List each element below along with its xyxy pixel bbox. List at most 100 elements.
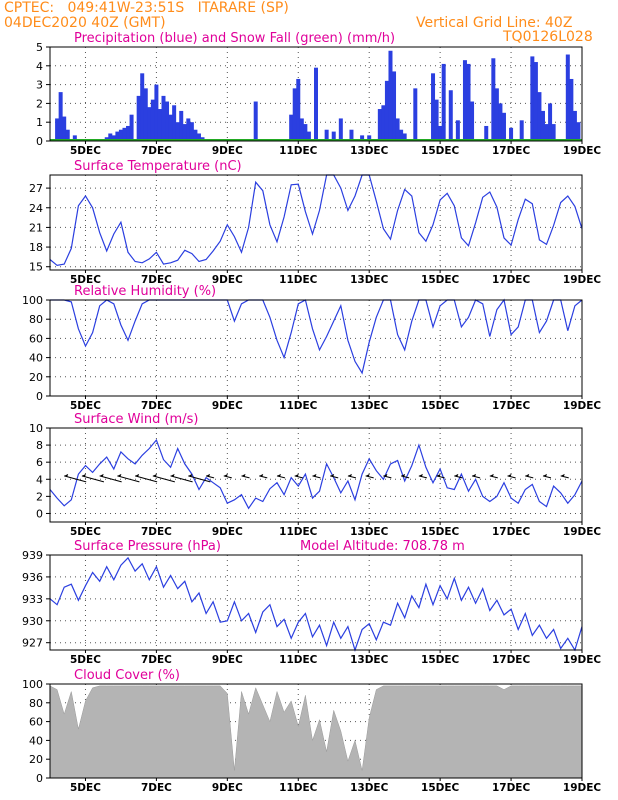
wind-arrow-head xyxy=(259,473,264,477)
y-tick-label: 80 xyxy=(29,697,43,710)
precip-bar xyxy=(438,125,443,141)
y-tick-label: 939 xyxy=(22,549,43,562)
precip-bar xyxy=(157,109,162,141)
x-tick-label: 17DEC xyxy=(492,782,531,794)
precip-bar xyxy=(384,80,389,141)
y-tick-label: 24 xyxy=(29,202,43,215)
x-tick-label: 13DEC xyxy=(350,526,389,538)
precip-bar xyxy=(299,118,304,141)
precip-bar xyxy=(140,73,145,141)
precip-bar xyxy=(182,124,187,141)
x-tick-label: 5DEC xyxy=(70,526,101,538)
y-tick-label: 100 xyxy=(22,678,43,691)
y-tick-label: 15 xyxy=(29,261,43,274)
y-tick-label: 4 xyxy=(36,60,43,73)
panel-2: Relative Humidity (%) 0 20 40 60 80 100 5DEC 7DE… xyxy=(22,284,601,412)
precip-bar xyxy=(189,122,194,141)
precip-bar xyxy=(186,118,191,141)
wind-arrow-head xyxy=(152,473,157,477)
precip-bar xyxy=(392,71,397,141)
wind-arrow-head xyxy=(117,473,122,477)
x-tick-label: 19DEC xyxy=(563,782,602,794)
precip-bar xyxy=(126,125,131,141)
wind-arrow-head xyxy=(276,473,281,477)
precip-bar xyxy=(551,124,556,141)
x-tick-label: 11DEC xyxy=(279,145,318,157)
precip-bar xyxy=(193,129,198,141)
x-tick-label: 19DEC xyxy=(563,274,602,286)
precip-bar xyxy=(441,63,446,141)
precip-bar xyxy=(168,114,173,141)
panel-1: Surface Temperature (nC) 15 18 21 24 27 5DEC 7D… xyxy=(29,159,601,286)
wind-arrow-head xyxy=(489,473,494,477)
x-tick-label: 17DEC xyxy=(492,274,531,286)
precip-bar xyxy=(431,73,436,141)
wind-arrow-head xyxy=(418,473,423,477)
wind-arrow xyxy=(117,475,140,483)
y-tick-label: 3 xyxy=(36,79,43,92)
precip-bar xyxy=(377,109,382,141)
x-tick-label: 13DEC xyxy=(350,654,389,666)
precip-bar xyxy=(494,88,499,141)
x-tick-label: 17DEC xyxy=(492,145,531,157)
y-tick-label: 18 xyxy=(29,241,43,254)
y-tick-label: 40 xyxy=(29,352,43,365)
precip-bar xyxy=(196,133,201,141)
x-tick-label: 11DEC xyxy=(279,400,318,412)
precip-bar xyxy=(565,54,570,141)
header-date: 04DEC2020 40Z (GMT) xyxy=(4,15,166,31)
precip-bar xyxy=(470,101,475,141)
precip-bar xyxy=(58,92,63,141)
y-tick-label: 100 xyxy=(22,294,43,307)
x-tick-label: 11DEC xyxy=(279,782,318,794)
y-tick-label: 80 xyxy=(29,313,43,326)
x-tick-label: 7DEC xyxy=(141,274,172,286)
x-tick-label: 5DEC xyxy=(70,400,101,412)
precip-bar xyxy=(395,118,400,141)
x-tick-label: 7DEC xyxy=(141,145,172,157)
precip-bar xyxy=(455,120,460,141)
precip-bar xyxy=(509,127,514,141)
series-line xyxy=(49,438,583,510)
precip-bar xyxy=(314,67,318,141)
y-tick-label: 20 xyxy=(29,753,43,766)
precip-bar xyxy=(388,50,393,142)
y-tick-label: 4 xyxy=(36,473,43,486)
y-tick-label: 8 xyxy=(36,439,43,452)
panel-5: Cloud Cover (%) 0 20 40 60 80 100 5DEC 7DEC 9DEC 1… xyxy=(22,668,601,794)
precip-bar xyxy=(292,88,297,141)
precip-bar xyxy=(576,122,581,141)
wind-arrow-head xyxy=(170,473,175,477)
wind-arrow xyxy=(188,475,211,483)
y-tick-label: 927 xyxy=(22,637,43,650)
precip-bar xyxy=(122,127,127,141)
x-tick-label: 15DEC xyxy=(421,526,460,538)
precip-bar xyxy=(331,131,336,141)
wind-arrow-head xyxy=(64,473,69,477)
y-tick-label: 0 xyxy=(36,390,43,403)
precip-bar xyxy=(65,129,70,141)
panel-frame xyxy=(49,46,583,142)
x-tick-label: 9DEC xyxy=(212,400,243,412)
precip-bar xyxy=(179,110,184,141)
y-tick-label: 60 xyxy=(29,332,43,345)
wind-arrow-head xyxy=(81,473,86,477)
precip-bar xyxy=(569,78,574,141)
y-tick-label: 0 xyxy=(36,772,43,785)
precip-bar xyxy=(381,105,386,141)
wind-arrow-head xyxy=(383,473,388,477)
y-tick-label: 27 xyxy=(29,182,43,195)
x-tick-label: 11DEC xyxy=(279,654,318,666)
header-station: CPTEC: 049:41W-23:51S ITARARE (SP) xyxy=(4,0,289,16)
y-tick-label: 933 xyxy=(22,593,43,606)
x-tick-label: 17DEC xyxy=(492,654,531,666)
x-tick-label: 9DEC xyxy=(212,274,243,286)
precip-bar xyxy=(360,135,365,141)
precip-bar xyxy=(289,114,294,141)
precip-bar xyxy=(108,133,113,141)
x-tick-label: 15DEC xyxy=(421,782,460,794)
precip-bar xyxy=(367,135,372,141)
x-tick-label: 13DEC xyxy=(350,400,389,412)
wind-arrow-head xyxy=(188,473,193,477)
panel-title: Surface Pressure (hPa) xyxy=(74,539,221,554)
